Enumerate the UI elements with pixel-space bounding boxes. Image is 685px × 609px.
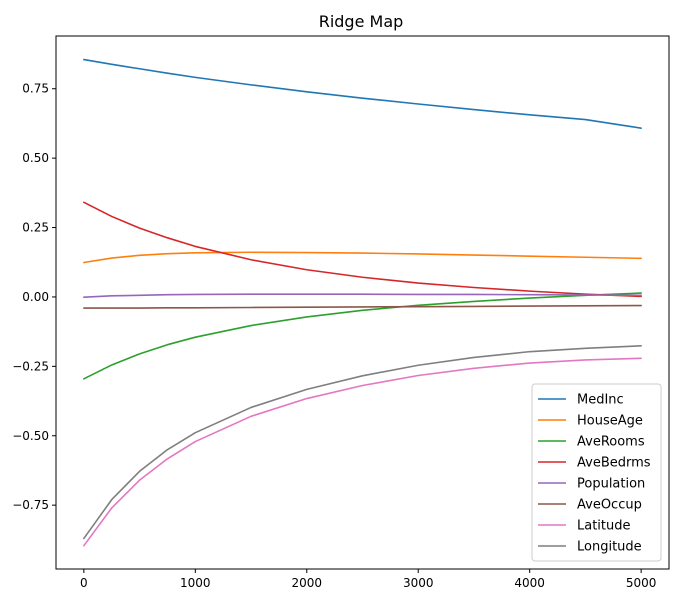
series-line-medinc bbox=[83, 58, 642, 129]
y-tick-label: −0.50 bbox=[12, 429, 49, 443]
x-tick-label: 0 bbox=[80, 576, 88, 590]
legend-label-latitude: Latitude bbox=[577, 519, 631, 534]
legend: MedInc HouseAge AveRooms AveBedrms Populatio… bbox=[531, 383, 662, 562]
plot-lines bbox=[83, 58, 642, 547]
legend-label-longitude: Longitude bbox=[577, 540, 642, 555]
series-line-latitude bbox=[83, 357, 642, 547]
y-tick-label: 0.00 bbox=[22, 290, 49, 304]
series-line-aveoccup bbox=[83, 304, 642, 309]
legend-label-medinc: MedInc bbox=[577, 393, 624, 408]
series-line-averooms bbox=[83, 292, 642, 380]
y-tick-label: 0.75 bbox=[22, 82, 49, 96]
legend-box bbox=[531, 383, 662, 562]
legend-label-houseage: HouseAge bbox=[577, 414, 643, 429]
legend-label-averooms: AveRooms bbox=[577, 435, 645, 450]
x-tick-label: 3000 bbox=[403, 576, 434, 590]
x-tick-label: 2000 bbox=[291, 576, 322, 590]
chart-title: Ridge Map bbox=[319, 12, 404, 31]
y-tick-label: −0.25 bbox=[12, 359, 49, 373]
plot-frame bbox=[55, 35, 670, 570]
y-axis: 0.75 0.50 0.25 0.00 −0.25 −0.50 −0.75 bbox=[12, 82, 56, 512]
y-tick-label: −0.75 bbox=[12, 498, 49, 512]
series-line-avebedrms bbox=[83, 201, 642, 298]
legend-label-aveoccup: AveOccup bbox=[577, 498, 642, 513]
series-line-population bbox=[83, 293, 642, 299]
y-tick-label: 0.50 bbox=[22, 151, 49, 165]
x-tick-label: 4000 bbox=[514, 576, 545, 590]
legend-label-avebedrms: AveBedrms bbox=[577, 456, 651, 471]
series-line-longitude bbox=[83, 345, 642, 540]
x-tick-label: 5000 bbox=[626, 576, 657, 590]
series-line-houseage bbox=[83, 251, 642, 264]
y-tick-label: 0.25 bbox=[22, 221, 49, 235]
x-tick-label: 1000 bbox=[180, 576, 211, 590]
legend-label-population: Population bbox=[577, 477, 645, 492]
x-axis: 0 1000 2000 3000 4000 5000 bbox=[80, 569, 656, 590]
